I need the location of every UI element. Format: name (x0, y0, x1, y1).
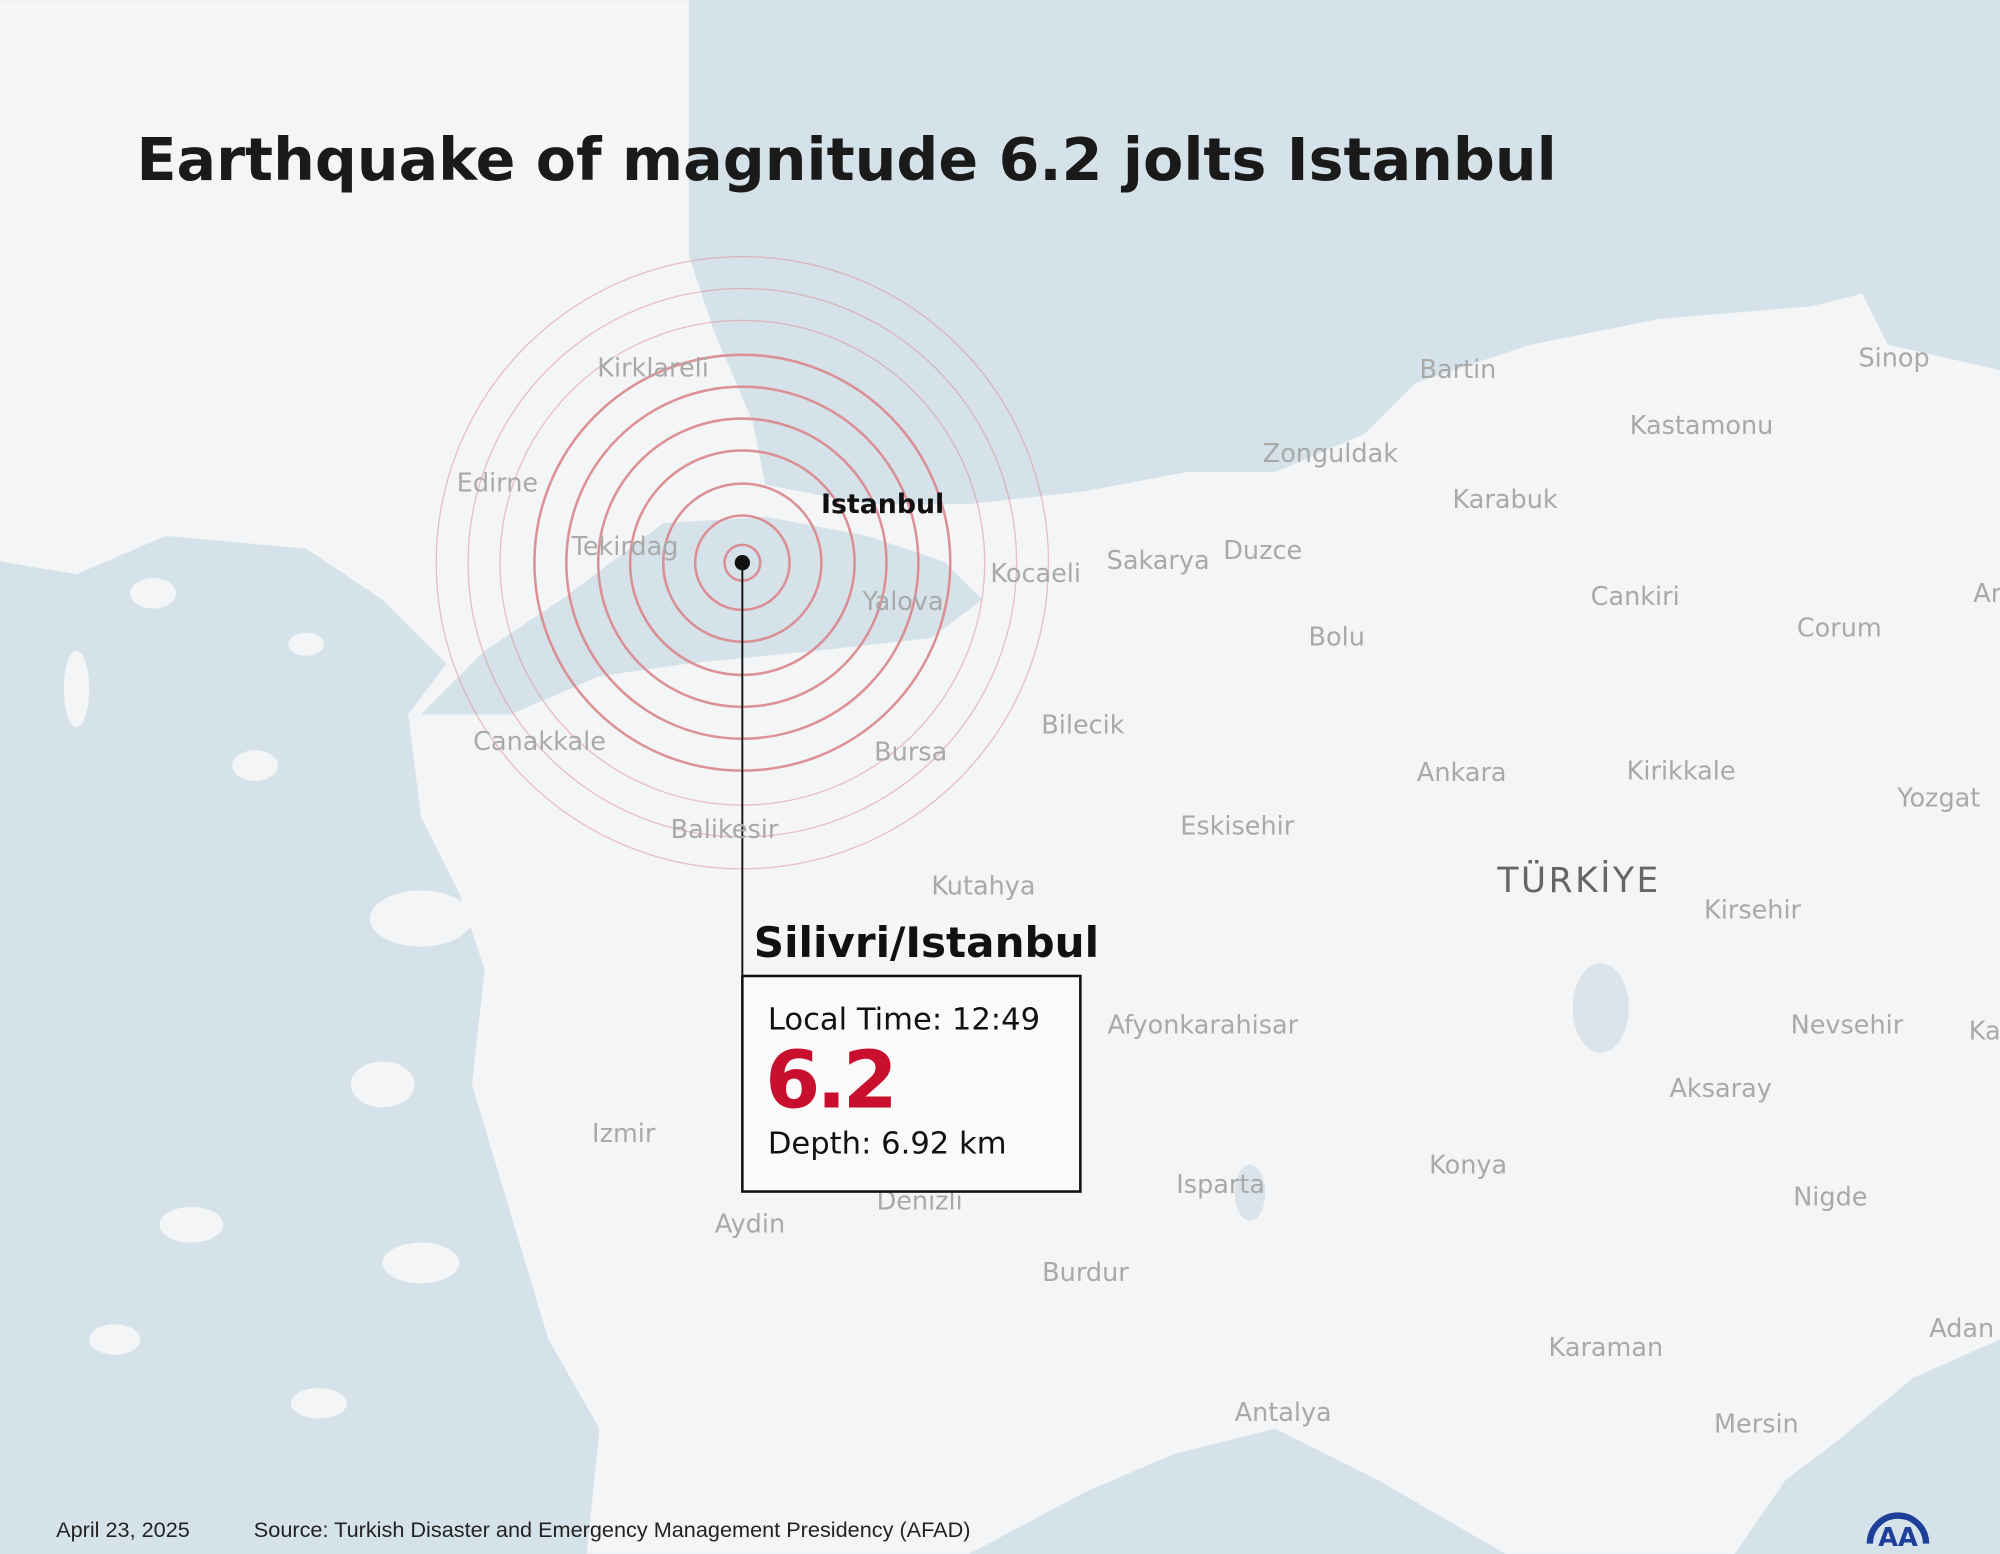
city-label: Aksaray (1669, 1074, 1771, 1104)
aa-logo-icon: AA (1866, 1512, 1930, 1553)
footer-source: Source: Turkish Disaster and Emergency M… (254, 1517, 971, 1542)
city-label: Isparta (1176, 1170, 1265, 1200)
city-label: Kutahya (931, 871, 1035, 901)
city-label: Izmir (592, 1119, 656, 1149)
svg-text:AA: AA (1878, 1523, 1918, 1553)
city-label: Mersin (1714, 1410, 1799, 1440)
city-label: Sinop (1859, 343, 1930, 373)
city-label: Kirklareli (597, 353, 709, 383)
city-label: Ar (1973, 579, 2000, 609)
city-label: Kastamonu (1630, 411, 1774, 441)
city-label: Aydin (715, 1209, 785, 1239)
city-label: Ka (1969, 1017, 2000, 1047)
city-label: Adan (1929, 1314, 1994, 1344)
city-label: Corum (1797, 614, 1882, 644)
local-time: Local Time: 12:49 (768, 1003, 1040, 1038)
city-label: Afyonkarahisar (1107, 1010, 1298, 1040)
city-label: Nigde (1793, 1183, 1867, 1213)
city-label: Kocaeli (990, 559, 1081, 589)
page-title: Earthquake of magnitude 6.2 jolts Istanb… (136, 126, 1556, 194)
city-label: Cankiri (1591, 582, 1680, 612)
lakes (1234, 963, 1629, 1221)
city-label: Kirsehir (1704, 896, 1802, 926)
city-label: Yalova (862, 587, 944, 617)
istanbul-label: Istanbul (821, 489, 944, 520)
city-label: Zonguldak (1263, 439, 1398, 469)
info-box (741, 974, 1082, 1193)
city-label: Bilecik (1041, 711, 1124, 741)
country-label: TÜRKİYE (1496, 860, 1661, 901)
city-label: Konya (1429, 1151, 1507, 1181)
city-label: Yozgat (1896, 783, 1980, 813)
city-label: Ankara (1417, 758, 1507, 788)
islands (63, 578, 472, 1419)
depth: Depth: 6.92 km (768, 1126, 1007, 1161)
city-label: Duzce (1223, 536, 1302, 566)
city-label: Kirikkale (1627, 757, 1736, 787)
city-label: Antalya (1235, 1398, 1332, 1428)
footer-date: April 23, 2025 (56, 1517, 190, 1542)
city-label: Karaman (1549, 1333, 1664, 1363)
city-label: Bartin (1419, 355, 1496, 385)
city-label: Canakkale (473, 727, 606, 757)
city-label: Burdur (1042, 1258, 1129, 1288)
city-label: Nevsehir (1791, 1010, 1904, 1040)
city-label: Balikesir (671, 815, 779, 845)
magnitude-value: 6.2 (765, 1034, 894, 1126)
city-label: Eskisehir (1180, 811, 1294, 841)
city-label: Bolu (1309, 623, 1365, 653)
city-label: Tekirdag (571, 532, 679, 562)
city-label: Karabuk (1453, 485, 1558, 515)
city-label: Sakarya (1107, 546, 1210, 576)
city-label: Edirne (457, 468, 538, 498)
epicenter-place: Silivri/Istanbul (754, 918, 1099, 967)
city-label: Bursa (874, 737, 947, 767)
